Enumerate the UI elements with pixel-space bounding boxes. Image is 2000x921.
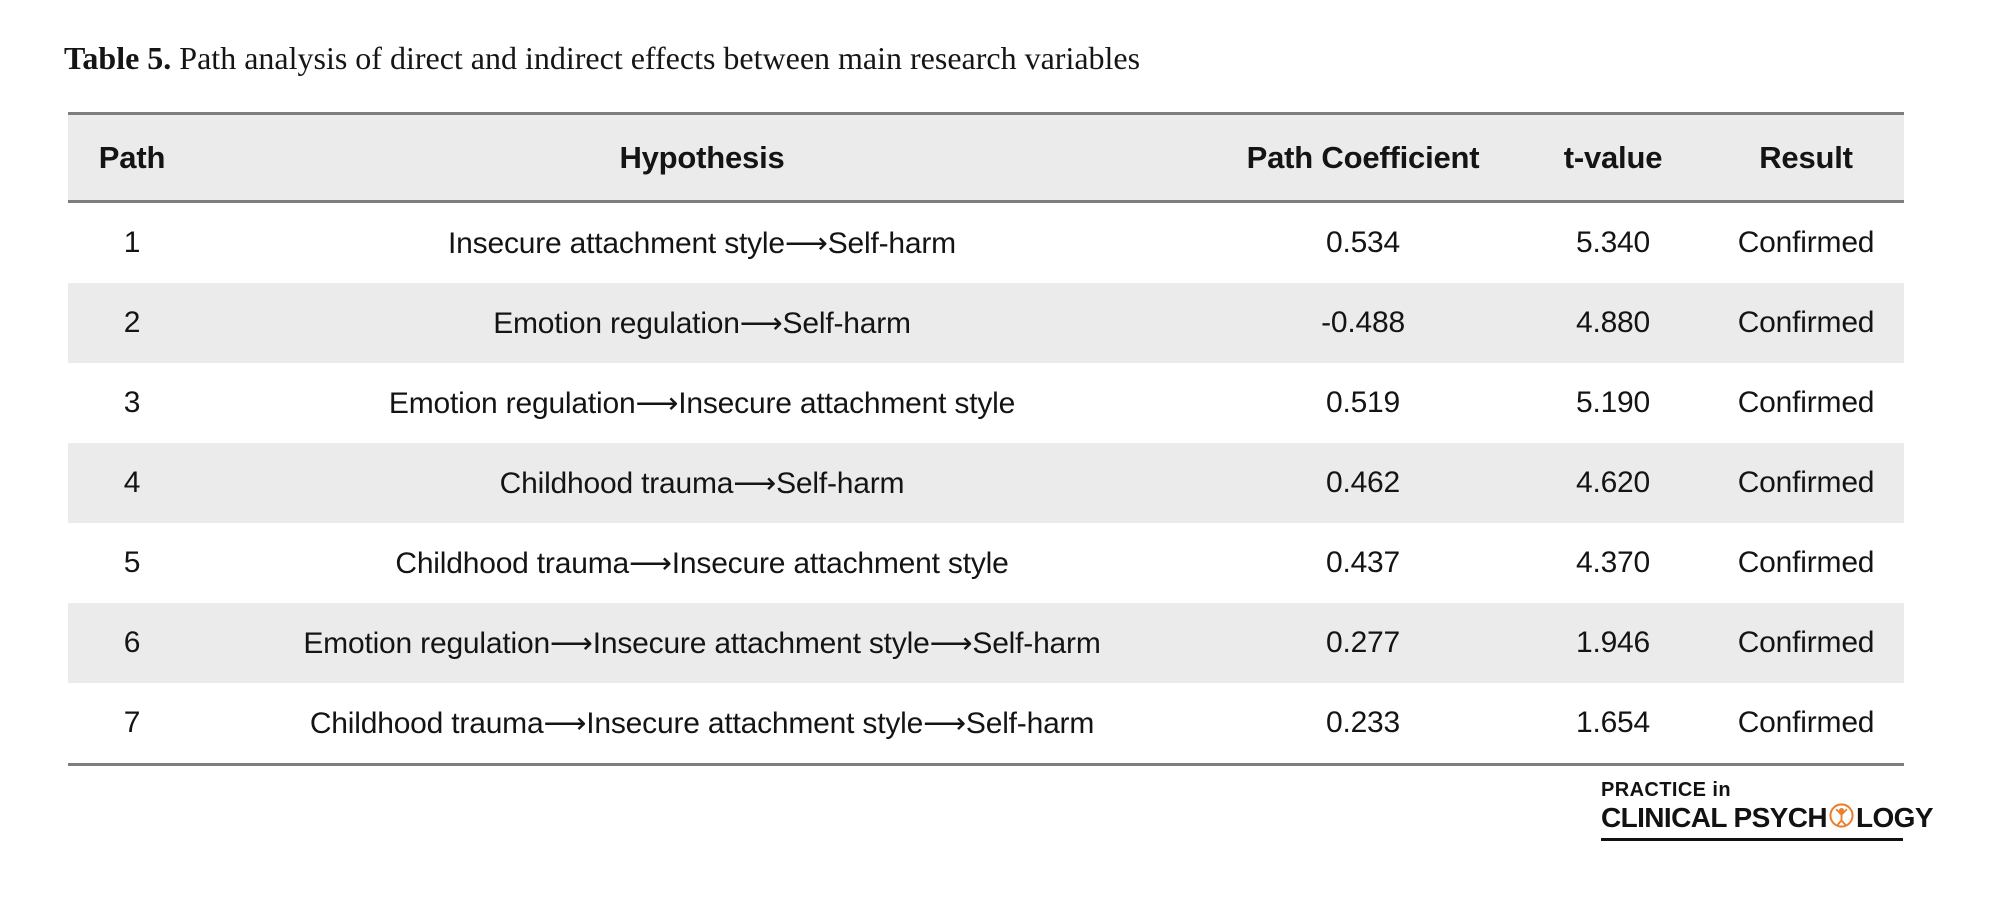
cell-result: Confirmed [1737,546,1875,579]
column-header-path-coefficient: Path Coefficient [1246,139,1480,175]
cell-hypothesis: Childhood trauma⟶Insecure attachment sty… [395,546,1009,580]
cell-coefficient: 0.437 [1325,546,1401,579]
cell-result: Confirmed [1737,226,1875,259]
cell-coefficient: 0.277 [1325,626,1401,659]
column-header-result: Result [1759,139,1853,175]
cell-coefficient: 0.519 [1325,386,1401,419]
table-row-6: 6 Emotion regulation⟶Insecure attachment … [68,603,1904,683]
cell-result: Confirmed [1737,386,1875,419]
table-header-row: Path Hypothesis Path Coefficient t-value Res… [68,115,1904,203]
cell-result: Confirmed [1737,706,1875,739]
cell-t-value: 5.190 [1575,386,1651,419]
table-row-3: 3 Emotion regulation⟶Insecure attachment … [68,363,1904,443]
table-row-4: 4 Childhood trauma⟶Self-harm 0.462 4.620 Con… [68,443,1904,523]
cell-coefficient: 0.534 [1325,226,1401,259]
cell-hypothesis: Childhood trauma⟶Self-harm [499,466,905,500]
cell-coefficient: -0.488 [1321,306,1405,339]
cell-result: Confirmed [1737,626,1875,659]
cell-path: 5 [123,546,141,579]
cell-result: Confirmed [1737,306,1875,339]
cell-coefficient: 0.233 [1325,706,1401,739]
journal-logo-text-pre: CLINICAL PSYCH [1601,801,1828,833]
cell-path: 6 [123,626,141,659]
column-header-t-value: t-value [1563,139,1663,175]
column-header-hypothesis: Hypothesis [619,139,785,175]
table-caption: Table 5. Path analysis of direct and ind… [64,40,1140,77]
table-row-5: 5 Childhood trauma⟶Insecure attachment st… [68,523,1904,603]
cell-hypothesis: Insecure attachment style⟶Self-harm [448,226,956,260]
cell-hypothesis: Childhood trauma⟶Insecure attachment sty… [309,706,1095,740]
cell-t-value: 4.880 [1575,306,1651,339]
person-in-circle-icon [1828,802,1855,835]
cell-hypothesis: Emotion regulation⟶Insecure attachment s… [303,626,1101,660]
table-row-7: 7 Childhood trauma⟶Insecure attachment st… [68,683,1904,763]
table-caption-label: Table 5. [64,40,172,76]
cell-path: 7 [123,706,141,739]
cell-coefficient: 0.462 [1325,466,1401,499]
cell-t-value: 4.620 [1575,466,1651,499]
journal-logo-top-text: PRACTICE in [1601,779,1731,801]
cell-t-value: 5.340 [1575,226,1651,259]
cell-hypothesis: Emotion regulation⟶Insecure attachment s… [388,386,1016,420]
journal-logo: PRACTICE in CLINICAL PSYCH LOGY [1601,779,1934,841]
cell-path: 3 [123,386,141,419]
table-row-2: 2 Emotion regulation⟶Self-harm -0.488 4.880… [68,283,1904,363]
cell-path: 2 [123,306,141,339]
cell-path: 4 [123,466,141,499]
journal-logo-bottom-text: CLINICAL PSYCH LOGY [1601,801,1934,841]
column-header-path: Path [98,139,166,175]
path-analysis-table: Path Hypothesis Path Coefficient t-value Res… [68,112,1904,766]
cell-t-value: 1.654 [1575,706,1651,739]
table-body: 1 Insecure attachment style⟶Self-harm 0.53… [68,203,1904,763]
table-row-1: 1 Insecure attachment style⟶Self-harm 0.53… [68,203,1904,283]
cell-hypothesis: Emotion regulation⟶Self-harm [493,306,911,340]
table-caption-text: Path analysis of direct and indirect eff… [171,40,1141,76]
cell-t-value: 4.370 [1575,546,1651,579]
cell-result: Confirmed [1737,466,1875,499]
cell-path: 1 [123,226,141,259]
journal-logo-text-post: LOGY [1856,801,1934,833]
cell-t-value: 1.946 [1575,626,1651,659]
